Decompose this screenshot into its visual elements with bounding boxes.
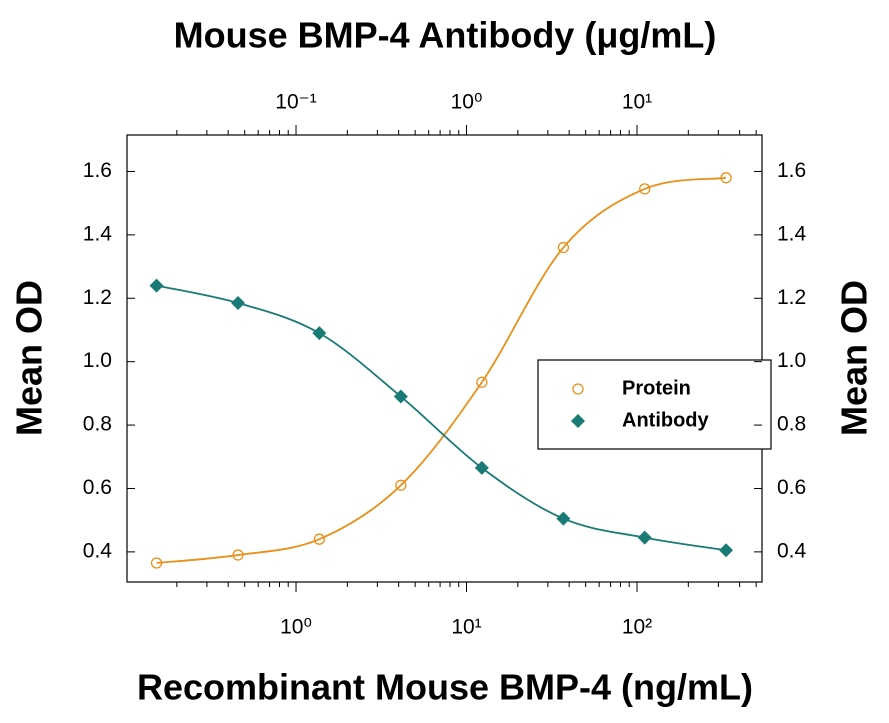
point	[232, 549, 244, 561]
legend-marker	[571, 414, 585, 428]
y-tick-label: 0.6	[83, 476, 112, 499]
y-tick-label: 0.4	[83, 539, 113, 562]
point	[476, 376, 488, 388]
point	[150, 557, 163, 569]
plot-frame	[126, 134, 763, 583]
y-tick-label: 0.8	[83, 413, 112, 436]
y-axis-title: Mean OD	[9, 280, 50, 436]
y-tick-label: 1.6	[777, 159, 806, 182]
y-tick-label: 1.6	[83, 159, 112, 182]
point	[474, 460, 489, 475]
legend-label: Antibody	[622, 409, 710, 431]
y-tick-label: 0.6	[777, 476, 806, 499]
point	[720, 172, 732, 184]
x-tick-label: 10⁰	[280, 616, 312, 639]
y-tick-label: 1.2	[83, 286, 112, 309]
legend-box	[537, 359, 772, 450]
point	[395, 479, 407, 491]
y-tick-label: 0.4	[777, 539, 807, 562]
legend-label: Protein	[622, 377, 691, 399]
series-curve	[156, 176, 727, 564]
point	[313, 533, 325, 545]
x-tick-label: 10⁻¹	[275, 91, 316, 114]
x-tick-label: 10¹	[451, 616, 481, 639]
point	[231, 296, 246, 311]
x-tick-label: 10⁰	[451, 91, 483, 114]
chart-title: Mouse BMP-4 Antibody (μg/mL)	[174, 15, 717, 56]
y-tick-label: 1.0	[777, 349, 806, 372]
y2-axis-title: Mean OD	[834, 280, 875, 436]
point	[637, 530, 652, 545]
y-tick-label: 1.4	[777, 222, 807, 245]
point	[149, 278, 164, 293]
y-tick-label: 1.0	[83, 349, 112, 372]
point	[393, 389, 408, 404]
x-tick-label: 10¹	[622, 91, 652, 114]
y-tick-label: 1.2	[777, 286, 806, 309]
y-tick-label: 1.4	[83, 222, 113, 245]
point	[719, 543, 734, 558]
point	[312, 326, 327, 341]
point	[639, 183, 651, 195]
point	[556, 511, 571, 526]
x-axis-title: Recombinant Mouse BMP-4 (ng/mL)	[137, 667, 753, 708]
y-tick-label: 0.8	[777, 413, 806, 436]
legend-marker	[572, 383, 584, 395]
series-curve	[156, 284, 727, 552]
x-tick-label: 10²	[622, 616, 652, 639]
point	[557, 241, 570, 254]
